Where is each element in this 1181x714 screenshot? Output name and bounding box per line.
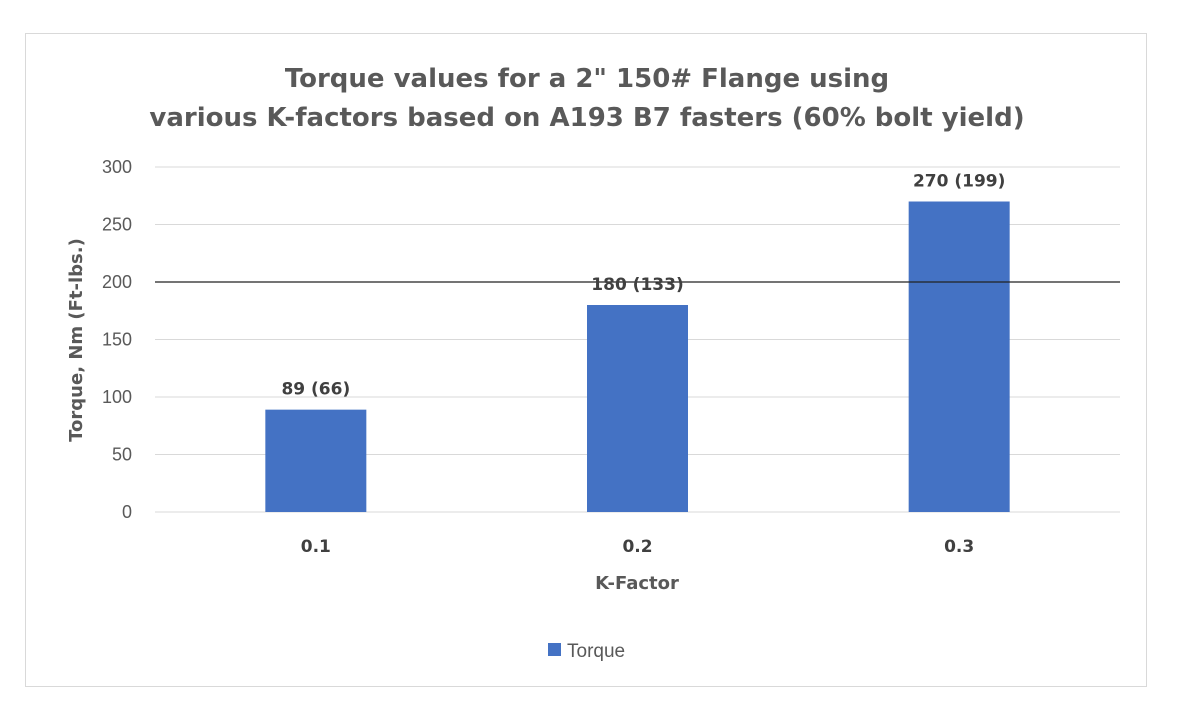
data-label-0.1: 89 (66): [281, 380, 350, 400]
y-tick-label-50: 50: [112, 445, 132, 465]
x-category-label-0.1: 0.1: [301, 537, 331, 557]
chart-title-line-1: Torque values for a 2" 150# Flange using: [285, 64, 889, 94]
y-tick-label-200: 200: [102, 272, 132, 292]
y-tick-label-100: 100: [102, 387, 132, 407]
y-axis-ticks: 0 50 100 150 200 250 300: [102, 157, 132, 522]
y-axis-title: Torque, Nm (Ft-lbs.): [66, 238, 87, 442]
bar-0.2: [587, 305, 688, 512]
x-category-label-0.2: 0.2: [622, 537, 652, 557]
y-tick-label-300: 300: [102, 157, 132, 177]
bar-0.1: [265, 409, 367, 512]
data-labels: 89 (66) 180 (133) 270 (199): [281, 172, 1005, 400]
chart-title-line-2: various K-factors based on A193 B7 faste…: [149, 103, 1024, 133]
x-axis-categories: 0.1 0.2 0.3: [301, 537, 974, 557]
y-tick-label-0: 0: [122, 502, 132, 522]
y-tick-label-250: 250: [102, 215, 132, 235]
legend-label-torque: Torque: [567, 641, 625, 662]
data-label-0.3: 270 (199): [913, 172, 1005, 192]
x-category-label-0.3: 0.3: [944, 537, 974, 557]
data-label-0.2: 180 (133): [591, 275, 683, 295]
bar-0.3: [908, 201, 1010, 512]
legend-swatch-torque: [548, 643, 561, 656]
bars: [265, 201, 1010, 512]
x-axis-title: K-Factor: [595, 573, 679, 594]
y-tick-label-150: 150: [102, 330, 132, 350]
